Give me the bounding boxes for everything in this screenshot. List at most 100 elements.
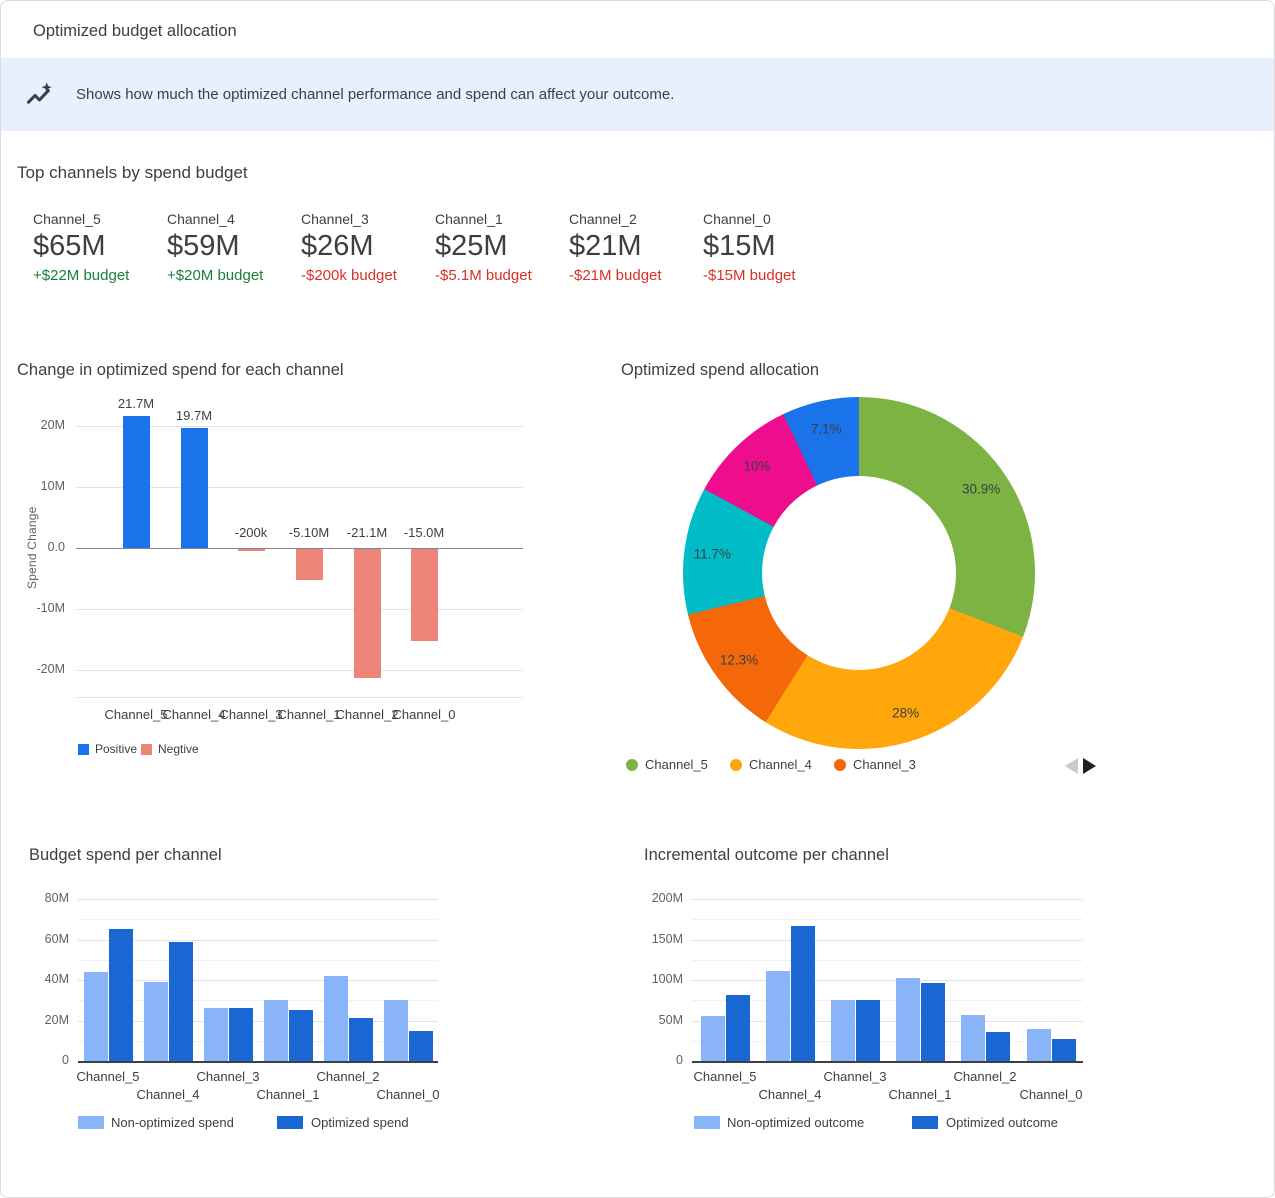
banner-text: Shows how much the optimized channel per… <box>76 86 675 103</box>
legend-label: Optimized spend <box>311 1115 409 1130</box>
slice-pct-label: 30.9% <box>962 481 1001 497</box>
bar-channel_5-nonoptimized[interactable] <box>700 1016 725 1061</box>
bar-channel_0-optimized[interactable] <box>1051 1039 1076 1061</box>
bar-channel_0-nonoptimized[interactable] <box>1026 1028 1051 1061</box>
bar-channel_3-nonoptimized[interactable] <box>830 1000 855 1061</box>
bar-channel_2-nonoptimized[interactable] <box>960 1014 985 1061</box>
minor-gridline <box>78 1040 438 1042</box>
bar-channel_2-optimized[interactable] <box>348 1018 373 1061</box>
legend-swatch <box>277 1116 303 1129</box>
top-channel-card-channel_4: Channel_4 $59M +$20M budget <box>167 210 301 286</box>
top-channel-card-channel_1: Channel_1 $25M -$5.1M budget <box>435 210 569 286</box>
y-axis-tick-label: 20M <box>40 418 65 432</box>
legend-label: Negtive <box>158 742 199 756</box>
legend-item-channel_5: Channel_5 <box>626 757 708 772</box>
x-axis-line <box>692 1061 1083 1063</box>
slice-pct-label: 28% <box>892 705 920 721</box>
gridline <box>76 487 523 488</box>
legend-label: Non-optimized outcome <box>727 1115 865 1130</box>
minor-gridline <box>692 1040 1083 1042</box>
x-axis-category-label: Channel_1 <box>888 1087 952 1102</box>
channel-name: Channel_2 <box>569 211 637 227</box>
bar-channel_0-optimized[interactable] <box>408 1030 433 1061</box>
bar-channel_1-optimized[interactable] <box>920 983 945 1061</box>
bar-channel_5-nonoptimized[interactable] <box>83 971 108 1061</box>
bar-channel_1-nonoptimized[interactable] <box>895 978 920 1061</box>
x-axis-category-label: Channel_5 <box>104 707 168 722</box>
bar-channel_1-optimized[interactable] <box>288 1010 313 1061</box>
top-channels-row: Channel_5 $65M +$22M budget Channel_4 $59M +$… <box>33 210 837 286</box>
legend-label: Channel_3 <box>853 757 916 772</box>
y-axis-tick-label: 50M <box>658 1012 683 1027</box>
bar-value-label: 21.7M <box>117 395 155 411</box>
bar-channel_4-nonoptimized[interactable] <box>143 982 168 1061</box>
donut-hole <box>762 476 956 670</box>
minor-gridline <box>692 959 1083 961</box>
channel-budget-delta: -$21M budget <box>569 267 662 284</box>
bar-value-label: 19.7M <box>175 407 213 423</box>
bar-channel_4-optimized[interactable] <box>790 925 815 1061</box>
bar-channel_2[interactable] <box>353 549 381 678</box>
plot-bottom-line <box>76 697 523 698</box>
channel-spend-value: $59M <box>167 230 240 262</box>
major-gridline <box>78 899 438 900</box>
minor-gridline <box>78 919 438 921</box>
bar-channel_4[interactable] <box>180 427 208 548</box>
bar-channel_4-optimized[interactable] <box>168 941 193 1061</box>
x-axis-category-label: Channel_2 <box>335 707 399 722</box>
legend-label: Optimized outcome <box>946 1115 1058 1130</box>
bar-channel_3-optimized[interactable] <box>228 1008 253 1061</box>
bar-channel_5-optimized[interactable] <box>108 929 133 1061</box>
x-axis-category-label: Channel_3 <box>219 707 283 722</box>
minor-gridline <box>692 1000 1083 1002</box>
legend-swatch <box>78 1116 104 1129</box>
bar-channel_3-nonoptimized[interactable] <box>203 1008 228 1061</box>
legend-swatch <box>141 744 152 755</box>
bar-value-label: -5.10M <box>288 525 330 540</box>
x-axis-category-label: Channel_2 <box>953 1069 1017 1084</box>
y-axis-tick-label: 10M <box>40 479 65 493</box>
bar-channel_1-nonoptimized[interactable] <box>263 1000 288 1061</box>
x-axis-category-label: Channel_2 <box>316 1069 380 1084</box>
bar-channel_5-optimized[interactable] <box>725 994 750 1061</box>
slice-pct-label: 11.7% <box>693 546 731 562</box>
bar-channel_0-nonoptimized[interactable] <box>383 1000 408 1061</box>
bar-channel_3-optimized[interactable] <box>855 1000 880 1061</box>
y-axis-tick-label: 40M <box>44 972 69 986</box>
major-gridline <box>692 899 1083 900</box>
slice-pct-label: 7.1% <box>810 421 842 437</box>
x-axis-category-label: Channel_0 <box>376 1087 440 1102</box>
legend-next-arrow[interactable] <box>1083 758 1096 774</box>
chart-title: Optimized spend allocation <box>621 361 820 379</box>
bar-channel_4-nonoptimized[interactable] <box>765 971 790 1061</box>
channel-name: Channel_4 <box>167 211 235 227</box>
top-channel-card-channel_5: Channel_5 $65M +$22M budget <box>33 210 167 286</box>
channel-budget-delta: -$5.1M budget <box>435 267 532 284</box>
x-axis-category-label: Channel_1 <box>277 707 341 722</box>
channel-spend-value: $15M <box>703 230 776 262</box>
bar-channel_2-nonoptimized[interactable] <box>323 975 348 1061</box>
bar-channel_2-optimized[interactable] <box>985 1031 1010 1061</box>
bar-channel_3[interactable] <box>237 549 265 551</box>
channel-spend-value: $26M <box>301 230 374 262</box>
legend-item-channel_3: Channel_3 <box>834 757 916 772</box>
bar-channel_0[interactable] <box>410 549 438 641</box>
chart-title: Budget spend per channel <box>29 846 222 864</box>
legend-swatch <box>694 1116 720 1129</box>
bar-channel_5[interactable] <box>122 415 150 548</box>
x-axis-category-label: Channel_5 <box>76 1069 140 1084</box>
insights-icon <box>25 81 53 109</box>
y-axis-tick-label: 80M <box>44 891 69 905</box>
legend-swatch <box>78 744 89 755</box>
minor-gridline <box>78 959 438 961</box>
budget-spend-chart: Budget spend per channel 0 20M 40M 60M 80M Ch… <box>17 839 562 1149</box>
legend-color-dot <box>730 758 742 771</box>
chart-title: Change in optimized spend for each chann… <box>17 361 344 379</box>
y-axis-tick-label: -10M <box>36 601 65 615</box>
bar-value-label: -15.0M <box>403 525 445 540</box>
legend-prev-arrow[interactable] <box>1065 758 1078 774</box>
bar-channel_1[interactable] <box>295 549 323 581</box>
gridline <box>76 426 523 427</box>
y-axis-tick-label: 0 <box>676 1053 683 1067</box>
slice-pct-label: 10% <box>743 458 771 474</box>
